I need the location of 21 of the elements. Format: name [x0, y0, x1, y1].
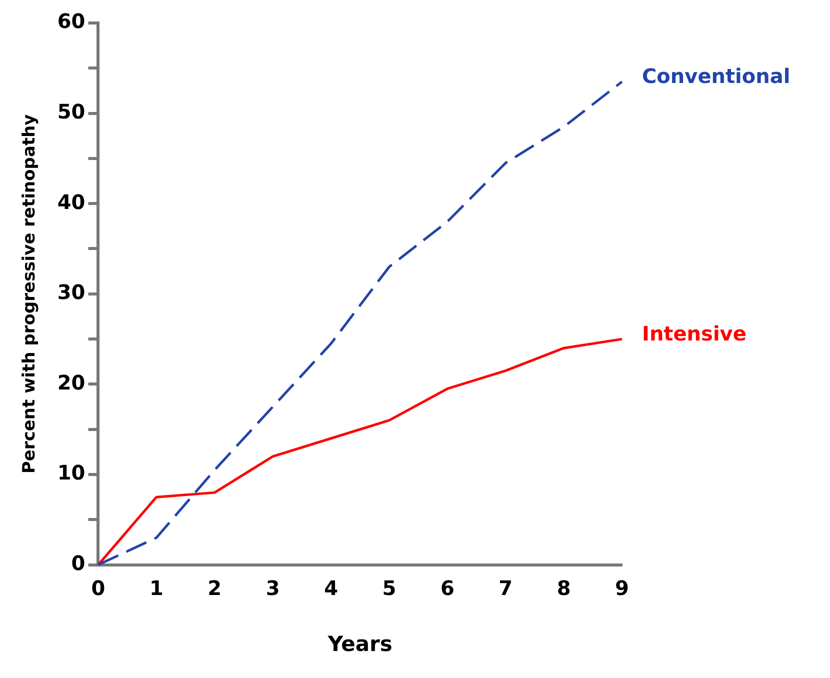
y-tick-label: 50	[57, 100, 86, 124]
x-axis-title: Years	[326, 632, 392, 656]
x-tick-label: 1	[149, 576, 164, 600]
x-tick-label: 7	[498, 576, 513, 600]
x-tick-label: 5	[382, 576, 396, 600]
y-tick-label: 60	[57, 9, 86, 34]
x-tick-label: 6	[440, 576, 454, 600]
series-label: Conventional	[642, 64, 790, 88]
x-tick-label: 8	[556, 576, 571, 600]
y-tick-label: 40	[57, 190, 86, 214]
x-tick-label: 9	[615, 576, 629, 600]
series-label: Intensive	[642, 321, 746, 346]
x-tick-label: 3	[266, 576, 280, 600]
x-tick-label: 4	[324, 576, 338, 600]
y-axis-title: Percent with progressive retinopathy	[20, 114, 40, 474]
y-tick-label: 0	[71, 551, 86, 576]
y-tick-label: 20	[57, 370, 86, 394]
y-tick-label: 10	[57, 460, 86, 485]
x-tick-label: 2	[208, 576, 222, 600]
x-tick-label: 0	[91, 576, 106, 600]
y-tick-label: 30	[57, 280, 86, 304]
